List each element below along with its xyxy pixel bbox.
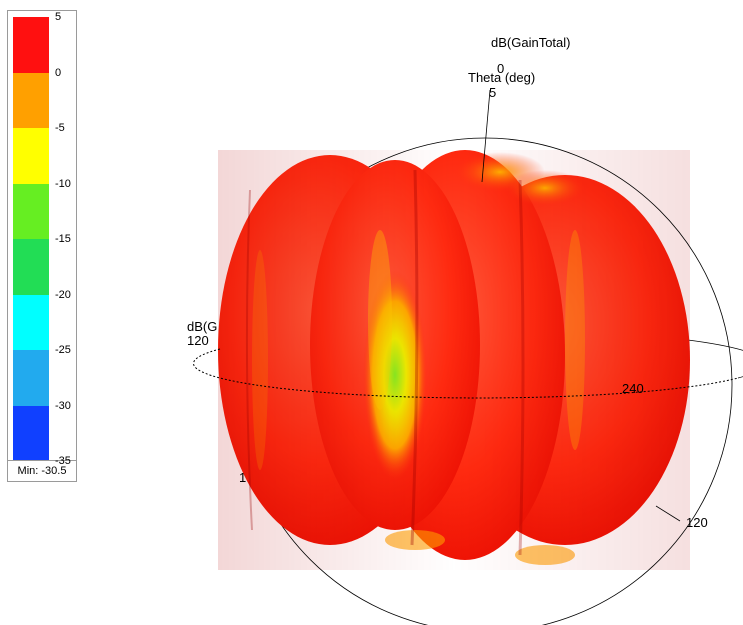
colorbar-tick-label: -35 (55, 455, 71, 467)
theta-axis-line (481, 89, 491, 183)
gain-pattern-surface (218, 150, 690, 570)
colorbar-band (13, 128, 49, 184)
colorbar-swatches (13, 17, 49, 461)
colorbar-band (13, 17, 49, 73)
colorbar-tick-label: -10 (55, 177, 71, 190)
ring-tick-leader (655, 505, 681, 522)
colorbar-legend: Min: -30.5 5 0 -5 -10 -15 -20 -25 -30 -35 (7, 10, 77, 482)
cut-label: dB(G (187, 319, 217, 334)
theta-five-label: 5 (489, 85, 496, 100)
phi-240-label: 240 (622, 381, 644, 396)
ring-120-label: 120 (686, 515, 708, 530)
colorbar-tick-label: -30 (55, 399, 71, 412)
theta-zero-label: 0 (497, 61, 504, 76)
colorbar-min-label: Min: -30.5 (8, 460, 76, 481)
colorbar-band (13, 405, 49, 461)
colorbar-tick-label: 5 (55, 11, 62, 23)
equator-ring-front (193, 348, 739, 399)
colorbar-band (13, 350, 49, 406)
plot-title: dB(GainTotal) (491, 35, 570, 50)
colorbar-tick-label: 0 (55, 66, 62, 79)
colorbar-band (13, 239, 49, 295)
colorbar-tick-label: -25 (55, 344, 71, 356)
stray-tick-label: 1 (239, 470, 246, 485)
theta-axis-label: Theta (deg) (468, 70, 535, 85)
phi-120-left-label: 120 (187, 333, 209, 348)
colorbar-band (13, 294, 49, 350)
colorbar-tick-label: -15 (55, 233, 71, 245)
colorbar-tick-label: -5 (55, 122, 65, 134)
colorbar-band (13, 183, 49, 239)
colorbar-tick-label: -20 (55, 288, 71, 301)
colorbar-band (13, 72, 49, 128)
